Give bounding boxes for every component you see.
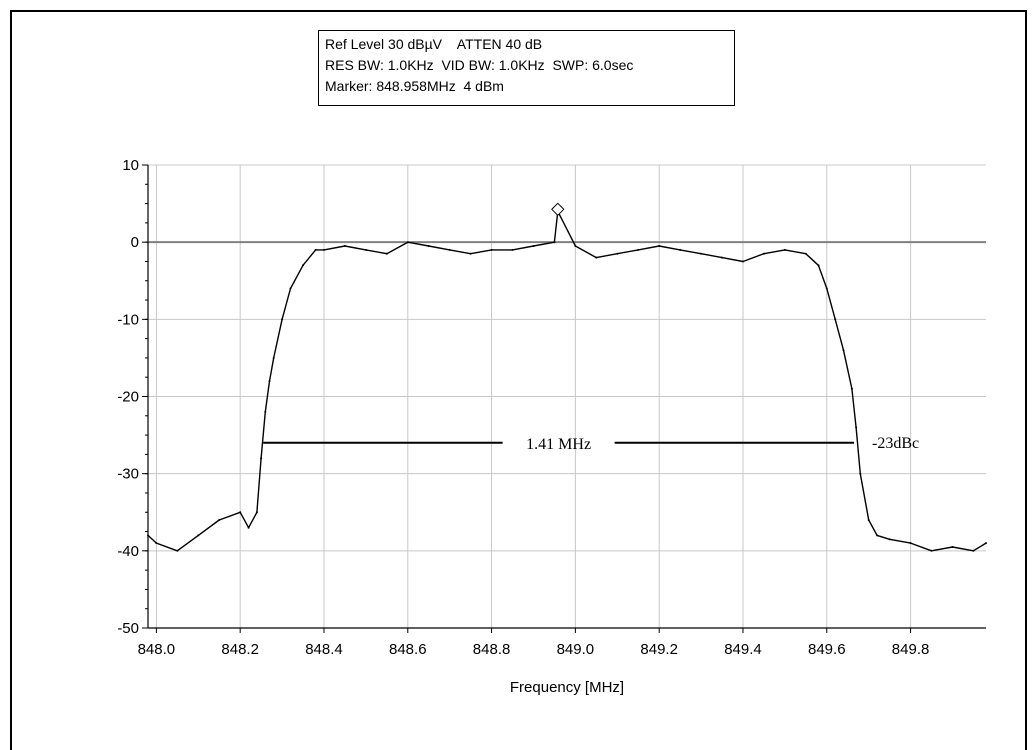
trace-point [364, 248, 367, 251]
x-tick-label: 849.2 [640, 641, 678, 658]
spectrum-trace [147, 210, 987, 552]
trace-point [595, 256, 598, 259]
trace-point [859, 472, 862, 475]
trace-point [255, 511, 258, 514]
trace-point [197, 534, 200, 537]
trace-point [385, 252, 388, 255]
trace-point [804, 252, 807, 255]
trace-point [553, 241, 556, 244]
trace-point [679, 248, 682, 251]
trace-point [155, 542, 158, 545]
x-tick-label: 849.0 [557, 641, 595, 658]
trace-point [985, 542, 987, 545]
y-tick-label: 10 [122, 157, 139, 174]
trace-point [490, 248, 493, 251]
trace-point [302, 264, 304, 267]
trace-point [427, 245, 430, 247]
trace-point [658, 245, 661, 247]
trace-point [834, 318, 837, 321]
trace-point [218, 519, 221, 521]
trace-point [825, 287, 828, 290]
y-tick-label: -10 [117, 311, 139, 328]
trace-point [930, 549, 933, 552]
instrument-settings-box: Ref Level 30 dBµV ATTEN 40 dB RES BW: 1.0… [318, 30, 735, 106]
trace-point [616, 252, 619, 255]
settings-line-1: Ref Level 30 dBµV ATTEN 40 dB [325, 36, 543, 52]
dbc-label: -23dBc [872, 435, 919, 452]
trace-point [574, 245, 577, 247]
grid-lines [148, 164, 986, 629]
trace-point [448, 248, 451, 251]
trace-point [239, 511, 242, 514]
trace-point [842, 349, 845, 352]
trace-point [783, 248, 786, 251]
trace-point [867, 519, 870, 521]
trace-point [850, 387, 853, 390]
trace-point [888, 538, 891, 541]
trace-point [972, 549, 975, 552]
x-axis-title: Frequency [MHz] [510, 679, 624, 696]
trace-point [289, 287, 292, 290]
trace-point [855, 426, 858, 429]
trace-point [260, 457, 263, 460]
trace-point [343, 245, 346, 247]
trace-point [176, 549, 179, 552]
trace-layer [147, 210, 987, 552]
settings-line-2: RES BW: 1.0KHz VID BW: 1.0KHz SWP: 6.0se… [325, 57, 634, 73]
x-tick-label: 849.4 [724, 641, 762, 658]
trace-point [264, 410, 267, 413]
x-tick-label: 848.0 [138, 641, 176, 658]
trace-point [876, 534, 879, 537]
y-tick-label: 0 [131, 234, 139, 251]
x-tick-label: 848.4 [305, 641, 343, 658]
trace-point [268, 380, 271, 383]
figure-frame [10, 10, 1027, 750]
bandwidth-label: 1.41 MHz [526, 436, 591, 453]
trace-point [762, 252, 765, 255]
y-tick-label: -30 [117, 466, 139, 483]
settings-line-3: Marker: 848.958MHz 4 dBm [325, 78, 504, 94]
trace-point [281, 318, 284, 321]
axes: 848.0 848.2 848.4 848.6 848.8 849.0 849.2 849.4… [117, 157, 986, 658]
annotations: 1.41 MHz -23dBc [263, 202, 919, 453]
trace-point [951, 546, 954, 548]
trace-point [511, 248, 514, 251]
x-tick-label: 849.6 [808, 641, 846, 658]
trace-point [700, 252, 703, 255]
marker-diamond [551, 202, 565, 217]
x-tick-label: 849.8 [892, 641, 930, 658]
x-tick-label: 848.2 [221, 641, 259, 658]
y-tick-label: -50 [117, 620, 139, 637]
y-tick-label: -20 [117, 389, 139, 406]
trace-point [406, 241, 409, 244]
trace-point [721, 256, 723, 259]
trace-point [314, 248, 317, 251]
trace-point [532, 245, 535, 247]
trace-point [147, 534, 149, 537]
trace-point [323, 248, 325, 251]
x-tick-label: 848.8 [473, 641, 511, 658]
trace-point [247, 526, 250, 529]
trace-point [909, 542, 912, 545]
trace-point [637, 248, 640, 251]
y-tick-label: -40 [117, 543, 139, 560]
trace-point [469, 252, 472, 255]
trace-point [817, 264, 820, 267]
trace-point [272, 356, 275, 359]
trace-point [742, 260, 744, 263]
x-tick-label: 848.6 [389, 641, 427, 658]
